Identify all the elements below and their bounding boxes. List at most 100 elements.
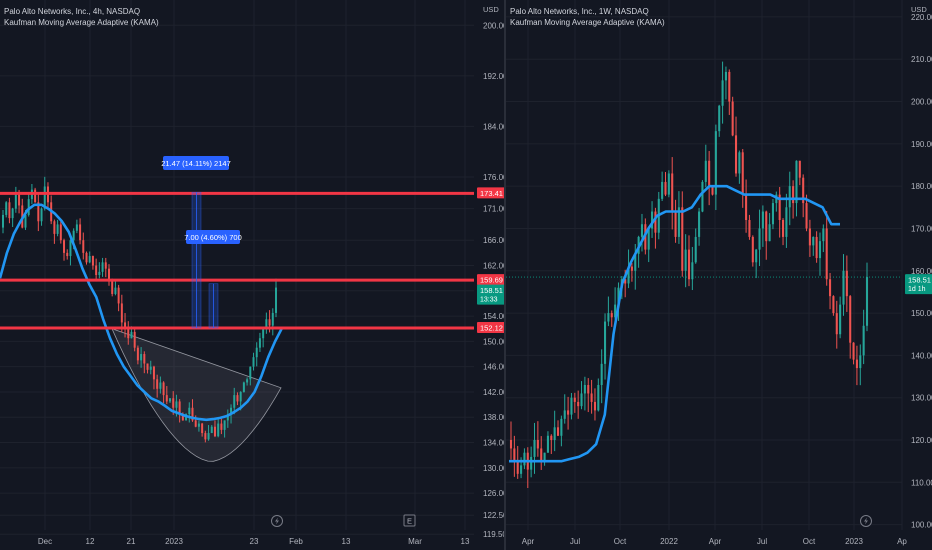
candle[interactable] [165, 395, 168, 402]
right-chart-title[interactable]: Palo Alto Networks, Inc., 1W, NASDAQ [510, 7, 649, 16]
candle[interactable] [124, 322, 127, 329]
candle[interactable] [822, 228, 825, 242]
candle[interactable] [226, 414, 229, 421]
candle[interactable] [85, 252, 88, 263]
price-label-173-bg[interactable] [477, 187, 504, 199]
candle[interactable] [262, 328, 265, 339]
candle[interactable] [27, 199, 30, 215]
candle[interactable] [523, 452, 526, 466]
candle[interactable] [845, 270, 848, 297]
price-label-159-bg[interactable] [477, 274, 504, 286]
candle[interactable] [674, 211, 677, 237]
candle[interactable] [573, 397, 576, 402]
candle[interactable] [577, 401, 580, 407]
earnings-icon[interactable] [403, 514, 416, 527]
candle[interactable] [18, 192, 21, 206]
left-chart-title[interactable]: Palo Alto Networks, Inc., 4h, NASDAQ [4, 7, 141, 16]
candle[interactable] [728, 71, 731, 102]
candle[interactable] [855, 359, 858, 369]
candle[interactable] [107, 268, 110, 282]
candle[interactable] [768, 224, 771, 242]
candle[interactable] [761, 211, 764, 229]
candle[interactable] [201, 423, 204, 434]
candle[interactable] [835, 313, 838, 335]
candle[interactable] [88, 256, 91, 263]
candle[interactable] [207, 433, 210, 440]
candle[interactable] [275, 287, 277, 313]
candle[interactable] [567, 410, 570, 415]
candle[interactable] [610, 313, 613, 318]
candle[interactable] [181, 414, 184, 421]
candle[interactable] [587, 385, 590, 394]
candle[interactable] [755, 249, 758, 263]
candle[interactable] [162, 382, 165, 396]
candle[interactable] [708, 160, 711, 187]
left-chart-pane[interactable]: Palo Alto Networks, Inc., 4h, NASDAQ Kau… [0, 0, 504, 550]
pane-divider[interactable] [504, 0, 506, 550]
candle[interactable] [236, 395, 239, 402]
candle[interactable] [178, 401, 181, 415]
candle[interactable] [111, 281, 114, 294]
candle[interactable] [788, 186, 791, 208]
candle[interactable] [546, 435, 549, 453]
candle[interactable] [731, 101, 734, 136]
candle[interactable] [513, 448, 516, 462]
candle[interactable] [91, 256, 94, 266]
candle[interactable] [59, 224, 62, 241]
right-chart-pane[interactable]: Palo Alto Networks, Inc., 1W, NASDAQ Kau… [506, 0, 932, 550]
candle[interactable] [553, 427, 556, 440]
candle[interactable] [603, 321, 607, 364]
candle[interactable] [627, 266, 630, 284]
candle[interactable] [721, 80, 724, 106]
candle[interactable] [798, 160, 801, 178]
candle[interactable] [651, 211, 654, 229]
candle[interactable] [738, 152, 741, 174]
candle[interactable] [829, 279, 832, 297]
candle[interactable] [2, 214, 4, 228]
candle[interactable] [104, 262, 107, 269]
candle[interactable] [701, 181, 704, 212]
candle[interactable] [95, 265, 98, 275]
candle[interactable] [268, 319, 271, 326]
left-indicator-label[interactable]: Kaufman Moving Average Adaptive (KAMA) [4, 18, 159, 27]
kama-line[interactable] [509, 184, 840, 463]
candle[interactable] [136, 347, 139, 361]
candle[interactable] [590, 393, 593, 402]
candle[interactable] [34, 189, 37, 203]
candle[interactable] [265, 319, 268, 329]
candle[interactable] [865, 277, 869, 326]
candle[interactable] [825, 228, 828, 280]
candle[interactable] [781, 220, 785, 237]
candle[interactable] [849, 296, 852, 343]
candle[interactable] [75, 224, 78, 231]
candle[interactable] [687, 249, 691, 280]
candle[interactable] [72, 230, 75, 241]
candle[interactable] [842, 270, 845, 305]
candle[interactable] [197, 423, 200, 427]
candle[interactable] [127, 328, 130, 339]
candle[interactable] [516, 461, 519, 474]
candle[interactable] [213, 426, 216, 437]
candle[interactable] [815, 236, 818, 259]
candle[interactable] [852, 342, 855, 360]
candle[interactable] [661, 181, 664, 199]
candle[interactable] [839, 304, 842, 335]
candle[interactable] [204, 433, 207, 440]
candle[interactable] [188, 407, 191, 415]
candle[interactable] [691, 262, 694, 280]
candle[interactable] [600, 363, 603, 385]
candle[interactable] [714, 131, 717, 195]
candle[interactable] [191, 407, 194, 421]
candle[interactable] [563, 410, 566, 419]
candle[interactable] [751, 236, 754, 263]
candle[interactable] [242, 382, 245, 392]
candle[interactable] [792, 186, 795, 204]
candle[interactable] [37, 202, 40, 222]
candle[interactable] [597, 385, 600, 411]
candle[interactable] [239, 391, 242, 402]
candle[interactable] [114, 287, 117, 294]
measure-label-box[interactable] [186, 230, 240, 244]
candle[interactable] [258, 338, 261, 348]
candle[interactable] [101, 262, 104, 272]
candle[interactable] [704, 160, 707, 182]
